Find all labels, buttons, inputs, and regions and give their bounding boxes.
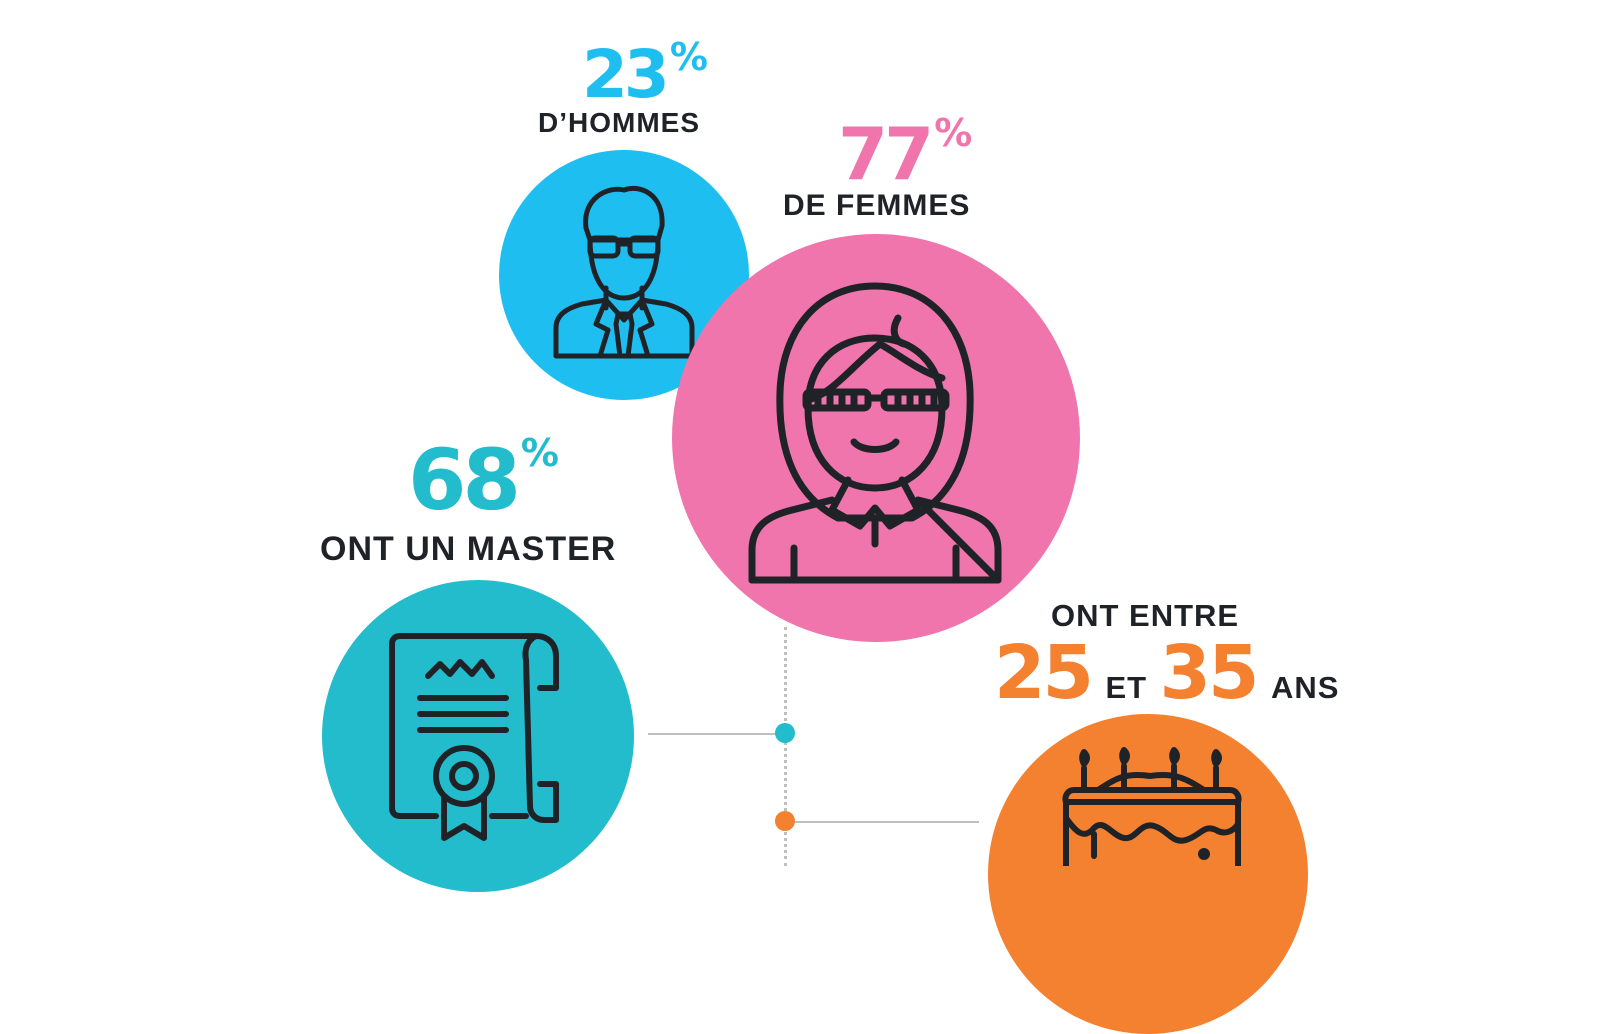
woman-with-glasses-icon (748, 282, 1002, 584)
diploma-certificate-icon (388, 632, 568, 846)
man-with-glasses-icon (548, 180, 700, 360)
connector-vertical-line (784, 627, 787, 866)
connector-line-master (648, 733, 786, 735)
master-percentage-sign: % (520, 431, 559, 475)
age-max-value: 35 (1159, 630, 1260, 716)
connector-dot-age (775, 811, 795, 831)
age-unit: ANS (1270, 670, 1340, 705)
women-label: DE FEMMES (783, 189, 971, 222)
connector-line-age (786, 821, 979, 823)
master-percentage-value: 68 (408, 431, 521, 529)
age-intro: ONT ENTRE (1051, 598, 1240, 633)
age-range: 25 ET 35 ANS (994, 636, 1339, 714)
age-connector-word: ET (1105, 670, 1148, 705)
men-percentage-sign: % (669, 35, 708, 79)
women-circle (672, 234, 1080, 642)
women-percentage-value: 77 (838, 112, 934, 196)
birthday-cake-icon (1054, 744, 1250, 866)
men-percentage: 23% (582, 38, 708, 108)
master-label: ONT UN MASTER (320, 530, 617, 568)
master-percentage: 68% (408, 434, 559, 522)
master-circle (322, 580, 634, 892)
age-min-value: 25 (994, 630, 1094, 716)
men-label: D’HOMMES (538, 107, 700, 138)
connector-dot-master (775, 723, 795, 743)
women-percentage: 77% (838, 114, 972, 190)
men-percentage-value: 23 (582, 36, 670, 113)
women-percentage-sign: % (934, 111, 973, 155)
